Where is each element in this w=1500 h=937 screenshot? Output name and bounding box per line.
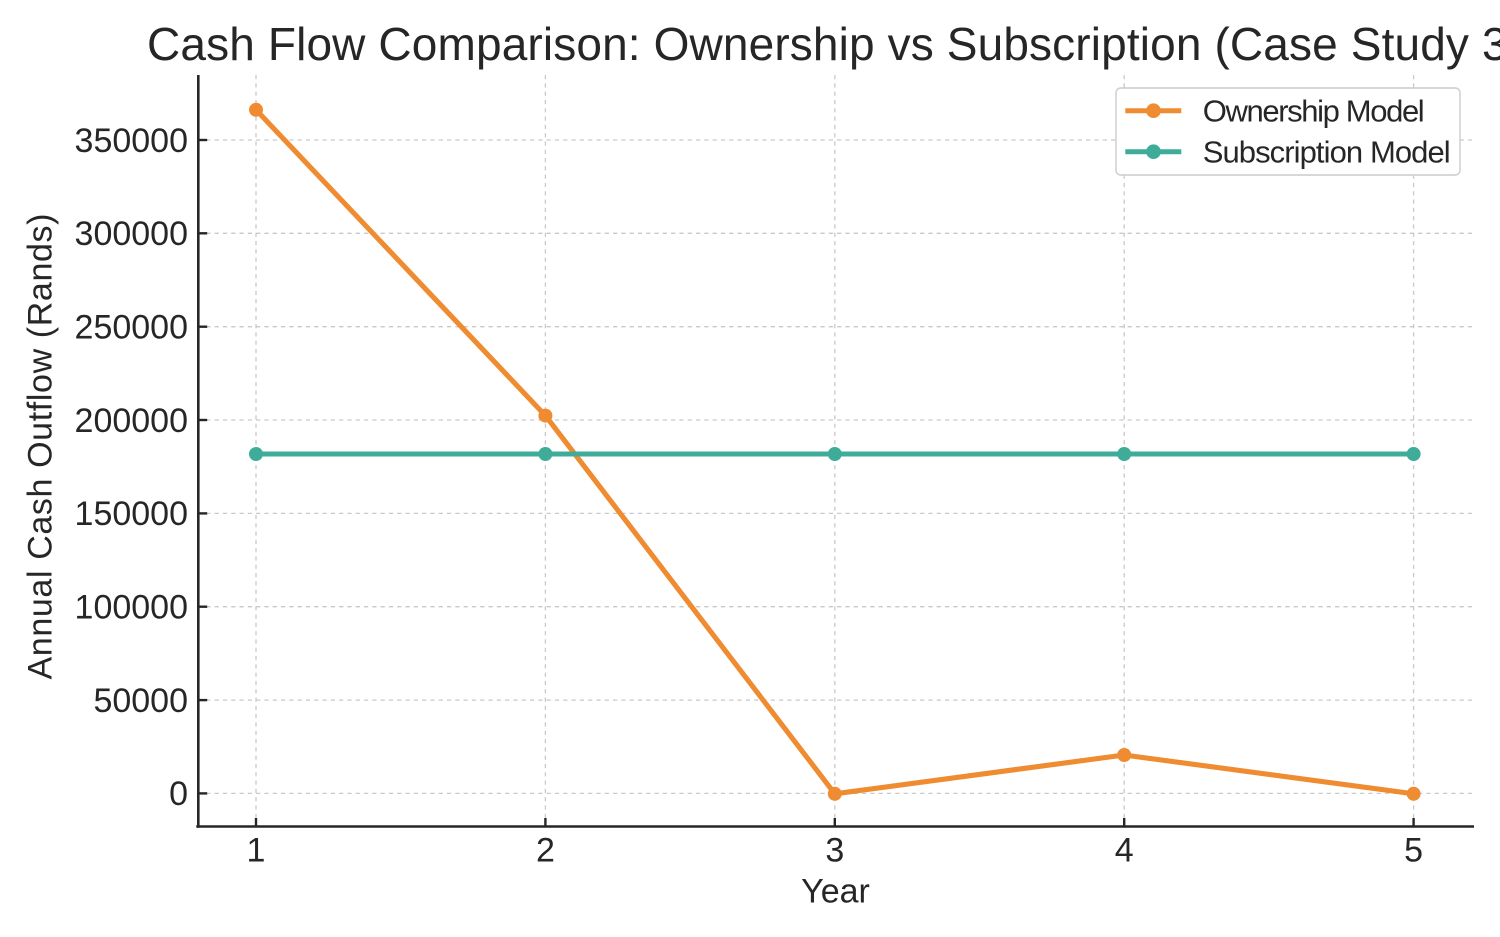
svg-text:Year: Year — [801, 872, 870, 910]
svg-text:250000: 250000 — [75, 309, 188, 347]
svg-text:Annual Cash Outflow (Rands): Annual Cash Outflow (Rands) — [22, 214, 60, 680]
svg-text:350000: 350000 — [75, 122, 188, 160]
svg-text:50000: 50000 — [93, 682, 188, 720]
svg-text:2: 2 — [536, 831, 555, 869]
svg-text:4: 4 — [1115, 831, 1134, 869]
svg-text:1: 1 — [247, 831, 266, 869]
svg-text:0: 0 — [169, 775, 188, 813]
svg-text:Subscription Model: Subscription Model — [1203, 135, 1451, 170]
svg-text:3: 3 — [825, 831, 844, 869]
svg-text:100000: 100000 — [75, 589, 188, 627]
svg-text:Ownership Model: Ownership Model — [1203, 93, 1425, 128]
svg-text:200000: 200000 — [75, 402, 188, 440]
svg-text:150000: 150000 — [75, 495, 188, 533]
svg-text:300000: 300000 — [75, 215, 188, 253]
svg-text:5: 5 — [1404, 831, 1423, 869]
svg-text:Cash Flow Comparison: Ownershi: Cash Flow Comparison: Ownership vs Subsc… — [147, 18, 1500, 70]
